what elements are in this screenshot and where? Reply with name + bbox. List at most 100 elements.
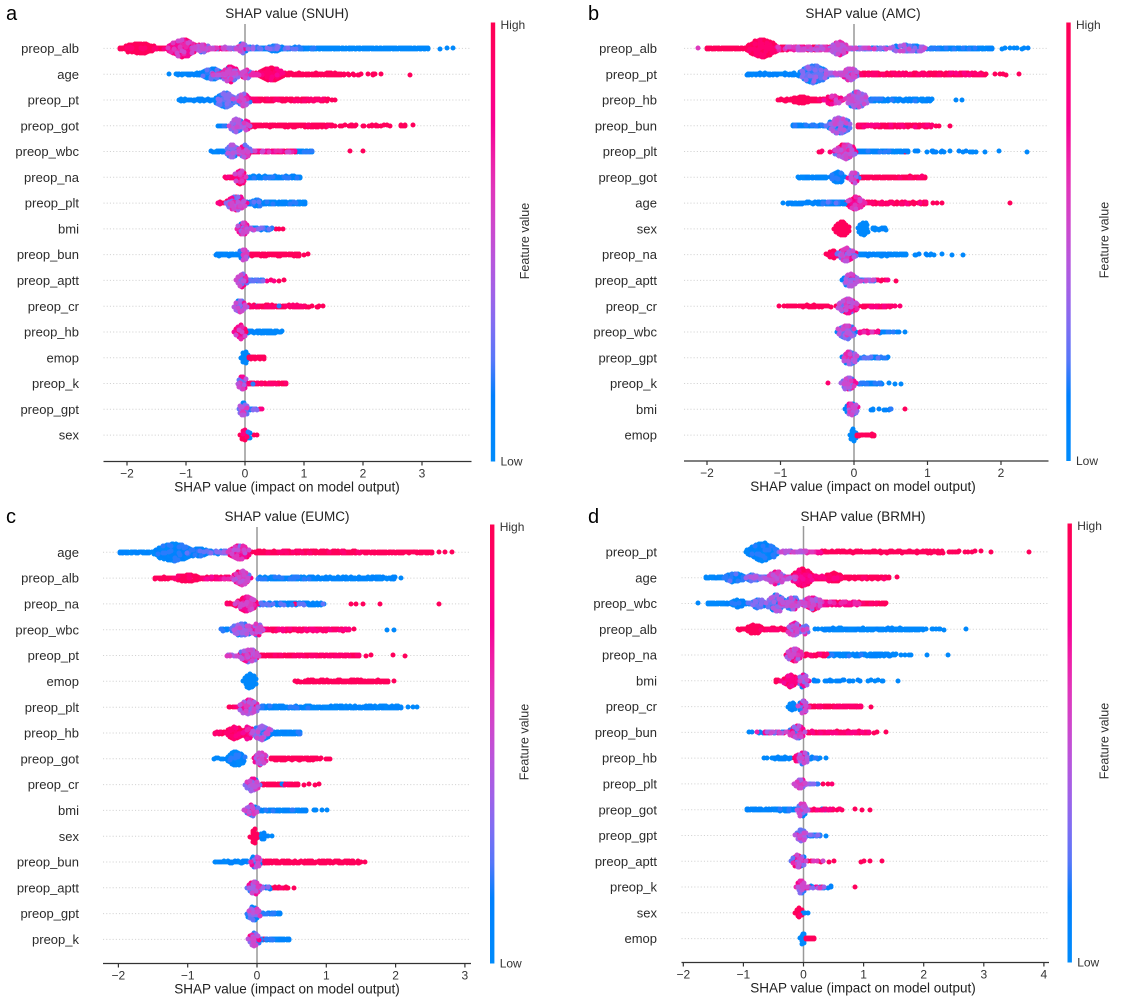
svg-text:SHAP value (impact on model ou: SHAP value (impact on model output) bbox=[750, 981, 976, 996]
svg-text:−1: −1 bbox=[774, 466, 788, 480]
svg-text:age: age bbox=[635, 570, 657, 585]
svg-text:−2: −2 bbox=[112, 969, 126, 983]
svg-text:bmi: bmi bbox=[636, 673, 657, 688]
svg-text:3: 3 bbox=[980, 968, 987, 982]
svg-text:a: a bbox=[6, 3, 18, 25]
svg-text:Low: Low bbox=[501, 455, 523, 469]
svg-text:preop_cr: preop_cr bbox=[606, 699, 658, 714]
svg-text:preop_alb: preop_alb bbox=[599, 41, 657, 56]
svg-text:b: b bbox=[588, 3, 599, 25]
svg-text:preop_alb: preop_alb bbox=[599, 622, 657, 637]
svg-text:preop_alb: preop_alb bbox=[21, 571, 79, 586]
svg-text:preop_gpt: preop_gpt bbox=[20, 402, 79, 417]
svg-text:−1: −1 bbox=[181, 969, 195, 983]
svg-text:SHAP value (EUMC): SHAP value (EUMC) bbox=[224, 509, 349, 524]
svg-text:High: High bbox=[1077, 519, 1102, 533]
svg-text:−1: −1 bbox=[737, 968, 751, 982]
svg-text:preop_na: preop_na bbox=[24, 170, 80, 185]
svg-text:−2: −2 bbox=[700, 466, 714, 480]
svg-text:emop: emop bbox=[624, 428, 657, 443]
svg-text:−1: −1 bbox=[179, 467, 193, 481]
svg-text:c: c bbox=[6, 506, 16, 528]
svg-text:preop_aptt: preop_aptt bbox=[17, 880, 80, 895]
svg-text:preop_hb: preop_hb bbox=[602, 751, 657, 766]
svg-text:preop_gpt: preop_gpt bbox=[598, 350, 657, 365]
svg-text:emop: emop bbox=[46, 674, 79, 689]
svg-text:High: High bbox=[500, 520, 525, 534]
svg-text:1: 1 bbox=[924, 466, 931, 480]
svg-text:bmi: bmi bbox=[58, 803, 79, 818]
svg-text:preop_cr: preop_cr bbox=[28, 777, 80, 792]
svg-text:preop_hb: preop_hb bbox=[24, 726, 79, 741]
svg-text:preop_hb: preop_hb bbox=[602, 93, 657, 108]
svg-text:preop_k: preop_k bbox=[32, 376, 79, 391]
svg-text:preop_k: preop_k bbox=[610, 376, 657, 391]
svg-text:Low: Low bbox=[500, 957, 522, 971]
svg-text:High: High bbox=[1076, 18, 1101, 32]
svg-text:preop_cr: preop_cr bbox=[28, 299, 80, 314]
svg-text:2: 2 bbox=[360, 467, 367, 481]
svg-text:SHAP value (BRMH): SHAP value (BRMH) bbox=[800, 509, 925, 524]
svg-text:preop_aptt: preop_aptt bbox=[595, 854, 658, 869]
svg-text:preop_wbc: preop_wbc bbox=[593, 325, 657, 340]
svg-text:preop_bun: preop_bun bbox=[595, 118, 657, 133]
svg-text:preop_aptt: preop_aptt bbox=[595, 273, 658, 288]
svg-text:age: age bbox=[635, 196, 657, 211]
svg-text:preop_alb: preop_alb bbox=[21, 41, 79, 56]
svg-text:0: 0 bbox=[800, 968, 807, 982]
svg-text:1: 1 bbox=[860, 968, 867, 982]
svg-text:SHAP value (impact on model ou: SHAP value (impact on model output) bbox=[174, 982, 400, 997]
svg-text:−2: −2 bbox=[120, 467, 134, 481]
svg-text:3: 3 bbox=[419, 467, 426, 481]
svg-text:Feature value: Feature value bbox=[1098, 202, 1112, 278]
svg-text:0: 0 bbox=[254, 969, 261, 983]
svg-text:preop_wbc: preop_wbc bbox=[15, 144, 79, 159]
svg-text:0: 0 bbox=[242, 467, 249, 481]
svg-text:High: High bbox=[501, 18, 526, 32]
svg-text:2: 2 bbox=[920, 968, 927, 982]
svg-text:sex: sex bbox=[637, 905, 658, 920]
svg-text:d: d bbox=[588, 506, 599, 528]
svg-text:preop_got: preop_got bbox=[20, 118, 79, 133]
svg-text:preop_pt: preop_pt bbox=[606, 67, 658, 82]
svg-text:1: 1 bbox=[301, 467, 308, 481]
svg-text:age: age bbox=[57, 545, 79, 560]
svg-text:Low: Low bbox=[1077, 956, 1099, 970]
svg-text:SHAP value (impact on model ou: SHAP value (impact on model output) bbox=[750, 479, 976, 494]
svg-text:preop_plt: preop_plt bbox=[603, 144, 658, 159]
svg-text:preop_pt: preop_pt bbox=[28, 93, 80, 108]
svg-text:sex: sex bbox=[59, 428, 80, 443]
svg-text:age: age bbox=[57, 67, 79, 82]
svg-text:preop_aptt: preop_aptt bbox=[17, 273, 80, 288]
svg-text:preop_k: preop_k bbox=[32, 932, 79, 947]
svg-text:SHAP value (AMC): SHAP value (AMC) bbox=[805, 6, 920, 21]
svg-text:−2: −2 bbox=[676, 968, 690, 982]
svg-text:preop_na: preop_na bbox=[602, 247, 658, 262]
svg-text:preop_na: preop_na bbox=[602, 648, 658, 663]
svg-text:preop_bun: preop_bun bbox=[17, 855, 79, 870]
svg-text:Feature value: Feature value bbox=[1098, 703, 1112, 779]
svg-text:preop_bun: preop_bun bbox=[595, 725, 657, 740]
svg-text:2: 2 bbox=[998, 466, 1005, 480]
svg-text:SHAP value (SNUH): SHAP value (SNUH) bbox=[225, 6, 349, 21]
svg-text:3: 3 bbox=[462, 969, 469, 983]
svg-text:sex: sex bbox=[59, 829, 80, 844]
svg-text:emop: emop bbox=[624, 931, 657, 946]
svg-text:0: 0 bbox=[851, 466, 858, 480]
svg-text:preop_na: preop_na bbox=[24, 597, 80, 612]
svg-text:SHAP value (impact on model ou: SHAP value (impact on model output) bbox=[174, 480, 400, 495]
svg-text:preop_gpt: preop_gpt bbox=[598, 828, 657, 843]
svg-text:2: 2 bbox=[392, 969, 399, 983]
svg-text:preop_wbc: preop_wbc bbox=[15, 622, 79, 637]
svg-text:preop_plt: preop_plt bbox=[25, 196, 80, 211]
svg-text:preop_pt: preop_pt bbox=[28, 648, 80, 663]
svg-text:bmi: bmi bbox=[58, 222, 79, 237]
svg-text:preop_got: preop_got bbox=[598, 802, 657, 817]
svg-text:Low: Low bbox=[1076, 454, 1098, 468]
svg-text:Feature value: Feature value bbox=[518, 704, 532, 780]
svg-text:sex: sex bbox=[637, 222, 658, 237]
svg-text:preop_k: preop_k bbox=[610, 880, 657, 895]
svg-text:preop_wbc: preop_wbc bbox=[593, 596, 657, 611]
svg-text:preop_cr: preop_cr bbox=[606, 299, 658, 314]
svg-text:1: 1 bbox=[323, 969, 330, 983]
